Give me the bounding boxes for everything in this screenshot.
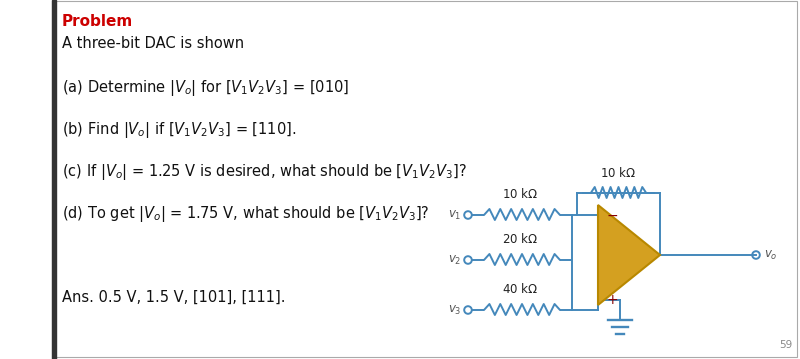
Text: Problem: Problem — [62, 14, 134, 29]
Text: 59: 59 — [778, 340, 792, 350]
Text: A three-bit DAC is shown: A three-bit DAC is shown — [62, 36, 244, 51]
Text: $-$: $-$ — [606, 208, 618, 222]
Polygon shape — [598, 205, 660, 305]
Text: 40 k$\Omega$: 40 k$\Omega$ — [502, 282, 538, 296]
Text: (a) Determine $|V_o|$ for $[V_1V_2V_3]$ = [010]: (a) Determine $|V_o|$ for $[V_1V_2V_3]$ … — [62, 78, 350, 98]
Text: $v_3$: $v_3$ — [447, 303, 461, 317]
Text: Ans. 0.5 V, 1.5 V, [101], [111].: Ans. 0.5 V, 1.5 V, [101], [111]. — [62, 290, 286, 305]
Text: 10 k$\Omega$: 10 k$\Omega$ — [601, 166, 637, 180]
Text: (b) Find $|V_o|$ if $[V_1V_2V_3]$ = [110].: (b) Find $|V_o|$ if $[V_1V_2V_3]$ = [110… — [62, 120, 297, 140]
Text: (d) To get $|V_o|$ = 1.75 V, what should be $[V_1V_2V_3]$?: (d) To get $|V_o|$ = 1.75 V, what should… — [62, 204, 430, 224]
Text: 20 k$\Omega$: 20 k$\Omega$ — [502, 232, 538, 246]
Bar — [52, 0, 56, 359]
Text: $v_1$: $v_1$ — [447, 209, 461, 222]
Text: $v_2$: $v_2$ — [448, 253, 461, 266]
Text: 10 k$\Omega$: 10 k$\Omega$ — [502, 187, 538, 201]
Text: (c) If $|V_o|$ = 1.25 V is desired, what should be $[V_1V_2V_3]$?: (c) If $|V_o|$ = 1.25 V is desired, what… — [62, 162, 467, 182]
Text: $+$: $+$ — [606, 293, 618, 307]
Text: $v_o$: $v_o$ — [764, 248, 778, 262]
